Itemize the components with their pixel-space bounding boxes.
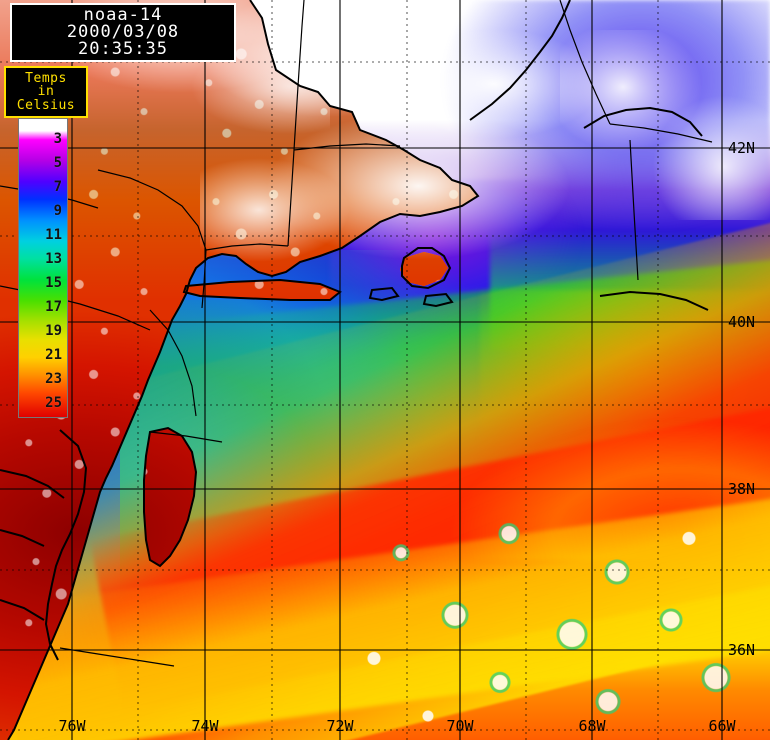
colorbar-tick-5: 5 — [53, 155, 62, 171]
colorbar-tick-19: 19 — [45, 323, 62, 339]
lat-label-40n: 40N — [728, 313, 756, 331]
acquisition-time: 20:35:35 — [78, 39, 168, 59]
colorbar-tick-15: 15 — [45, 275, 62, 291]
lon-label-74w: 74W — [191, 717, 219, 735]
colorbar-tick-23: 23 — [45, 371, 62, 387]
colorbar-tick-21: 21 — [45, 347, 62, 363]
colorbar-tick-11: 11 — [45, 227, 62, 243]
colorbar-tick-labels: 3 5 7 9 11 13 15 17 19 21 23 25 — [18, 118, 68, 418]
acquisition-date: 2000/03/08 — [66, 22, 180, 42]
colorbar-tick-7: 7 — [53, 179, 62, 195]
colorbar-tick-13: 13 — [45, 251, 62, 267]
colorbar-tick-17: 17 — [45, 299, 62, 315]
title-box: noaa-14 2000/03/08 20:35:35 — [10, 3, 236, 62]
lon-label-70w: 70W — [446, 717, 474, 735]
colorbar-gradient — [18, 118, 68, 418]
lat-label-38n: 38N — [728, 480, 756, 498]
colorbar-tick-25: 25 — [45, 395, 62, 411]
satellite-name: noaa-14 — [83, 5, 163, 25]
political-borders — [0, 0, 712, 666]
lon-label-72w: 72W — [326, 717, 354, 735]
legend-line-2: in — [37, 84, 55, 100]
colorbar-tick-9: 9 — [53, 203, 62, 219]
legend-line-1: Temps — [25, 70, 67, 86]
legend-caption-box: Temps in Celsius — [4, 66, 88, 118]
colorbar-tick-3: 3 — [53, 131, 62, 147]
lon-label-66w: 66W — [708, 717, 736, 735]
lat-label-42n: 42N — [728, 139, 756, 157]
legend-line-3: Celsius — [16, 97, 76, 113]
lat-label-36n: 36N — [728, 641, 756, 659]
lon-label-68w: 68W — [578, 717, 606, 735]
coastline — [0, 0, 708, 740]
lon-label-76w: 76W — [58, 717, 86, 735]
cloud-cover-south — [320, 500, 770, 740]
